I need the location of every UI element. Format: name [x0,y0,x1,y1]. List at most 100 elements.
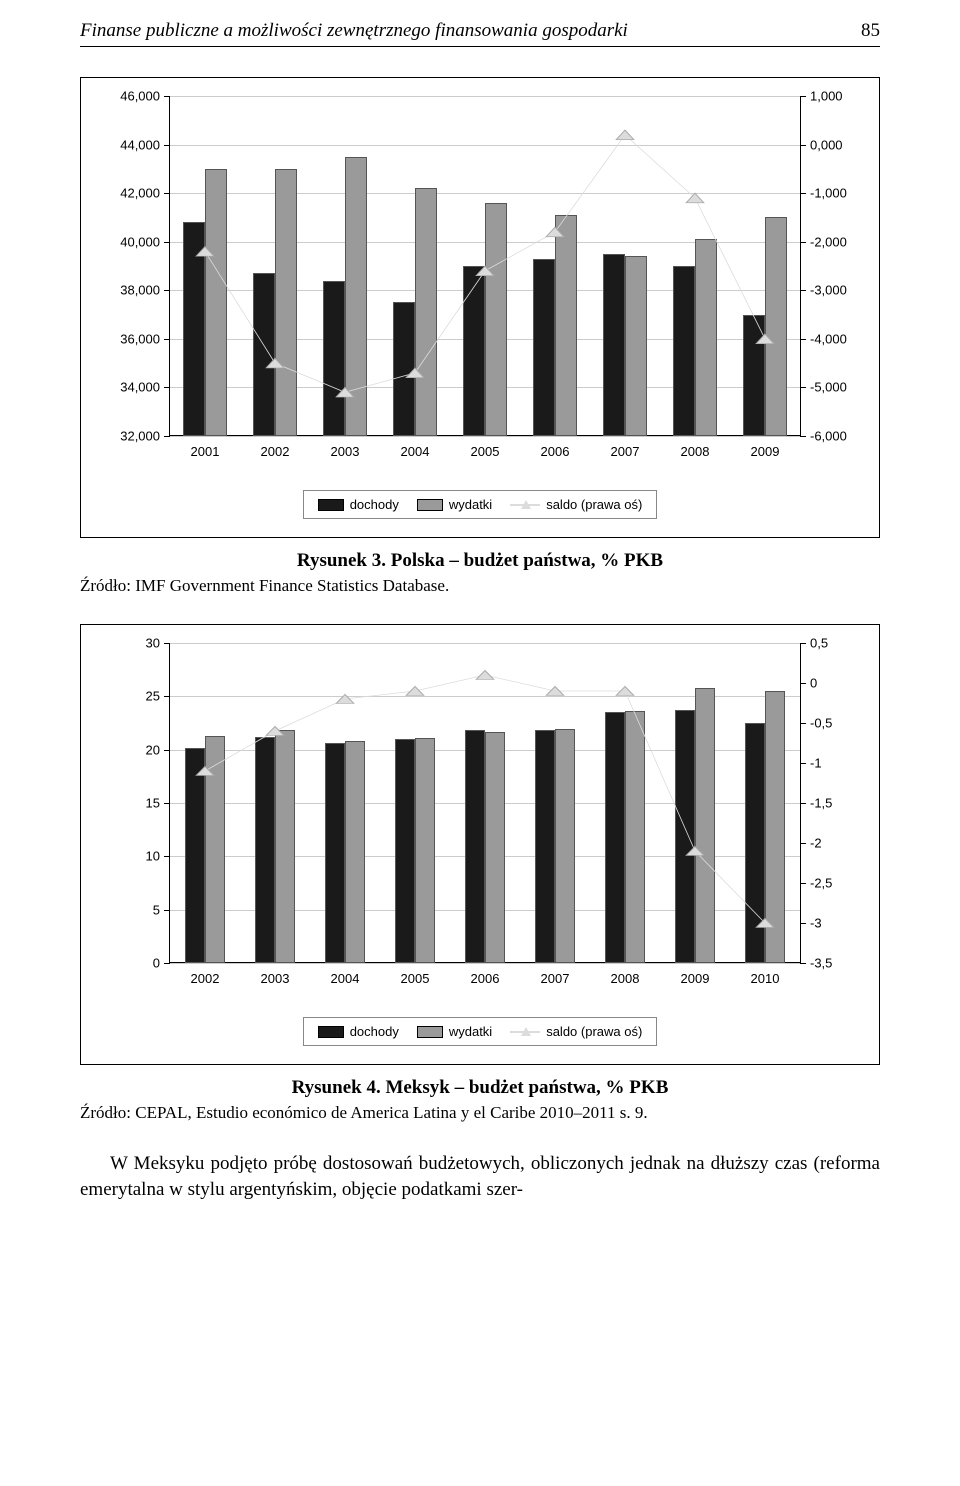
ytick-right: -2,000 [800,234,847,249]
xtick-label: 2005 [401,963,430,986]
ytick-right: -0,5 [800,716,832,731]
bar-dochody [533,259,555,436]
bar-wydatki [765,217,787,436]
xtick-label: 2009 [681,963,710,986]
chart-2-frame: 0 5 10 15 20 25 30 -3,5 -3 -2,5 -2 -1,5 -1 -0,5 0 0,5 20… [80,624,880,1065]
xtick-label: 2004 [331,963,360,986]
ytick-left: 15 [146,796,170,811]
ytick-right: 0,5 [800,636,828,651]
bar-dochody [465,730,485,963]
chart-1-caption: Rysunek 3. Polska – budżet państwa, % PK… [80,550,880,572]
ytick-right: -3,5 [800,956,832,971]
bar-dochody [393,302,415,436]
chart-2-legend: dochody wydatki saldo (prawa oś) [303,1017,658,1046]
xtick-label: 2003 [261,963,290,986]
xtick-label: 2009 [751,436,780,459]
legend-swatch-saldo-2 [510,1026,540,1038]
ytick-left: 30 [146,636,170,651]
bar-wydatki [345,157,367,436]
xtick-label: 2006 [471,963,500,986]
xtick-label: 2010 [751,963,780,986]
xtick-label: 2006 [541,436,570,459]
ytick-right: -3 [800,916,822,931]
bar-wydatki [275,730,295,963]
chart-2-caption: Rysunek 4. Meksyk – budżet państwa, % PK… [80,1077,880,1099]
ytick-left: 36,000 [120,331,170,346]
xtick-label: 2007 [541,963,570,986]
running-title: Finanse publiczne a możliwości zewnętrzn… [80,20,628,42]
bar-dochody [675,710,695,963]
xtick-label: 2002 [191,963,220,986]
legend-label-dochody-2: dochody [350,1024,399,1039]
ytick-right: 0,000 [800,137,843,152]
ytick-left: 10 [146,849,170,864]
legend-swatch-wydatki [417,499,443,511]
chart-2-source: Źródło: CEPAL, Estudio económico de Amer… [80,1103,880,1123]
bar-dochody [463,266,485,436]
bar-wydatki [555,729,575,963]
legend-swatch-dochody-2 [318,1026,344,1038]
bar-dochody [255,737,275,963]
legend-label-saldo-2: saldo (prawa oś) [546,1024,642,1039]
xtick-label: 2007 [611,436,640,459]
bar-dochody [605,712,625,963]
ytick-right: -6,000 [800,429,847,444]
ytick-left: 40,000 [120,234,170,249]
ytick-right: -1,000 [800,186,847,201]
xtick-label: 2001 [191,436,220,459]
ytick-left: 20 [146,742,170,757]
chart-1-frame: 32,00034,00036,00038,00040,00042,00044,0… [80,77,880,538]
bar-wydatki [415,738,435,963]
ytick-left: 5 [153,902,170,917]
bar-dochody [395,739,415,963]
legend-label-wydatki-2: wydatki [449,1024,492,1039]
ytick-left: 25 [146,689,170,704]
legend-swatch-wydatki-2 [417,1026,443,1038]
ytick-left: 46,000 [120,89,170,104]
bar-dochody [325,743,345,963]
bar-wydatki [345,741,365,963]
ytick-left: 38,000 [120,283,170,298]
page-header: Finanse publiczne a możliwości zewnętrzn… [80,20,880,47]
bar-wydatki [555,215,577,436]
legend-label-dochody: dochody [350,497,399,512]
ytick-right: -2 [800,836,822,851]
bar-dochody [603,254,625,436]
bar-wydatki [695,239,717,436]
chart-1: 32,00034,00036,00038,00040,00042,00044,0… [99,96,861,476]
bar-dochody [673,266,695,436]
ytick-left: 32,000 [120,429,170,444]
bar-wydatki [205,736,225,963]
bar-wydatki [625,256,647,436]
ytick-right: -2,5 [800,876,832,891]
xtick-label: 2003 [331,436,360,459]
bar-dochody [535,730,555,963]
ytick-right: 0 [800,676,817,691]
ytick-right: -4,000 [800,331,847,346]
bar-dochody [745,723,765,963]
xtick-label: 2002 [261,436,290,459]
bar-wydatki [415,188,437,436]
chart-1-source: Źródło: IMF Government Finance Statistic… [80,576,880,596]
bar-wydatki [765,691,785,963]
ytick-right: -5,000 [800,380,847,395]
xtick-label: 2008 [611,963,640,986]
page-number: 85 [861,20,880,42]
ytick-right: -1,5 [800,796,832,811]
bar-dochody [743,315,765,436]
ytick-right: -1 [800,756,822,771]
bar-wydatki [485,732,505,963]
ytick-left: 0 [153,956,170,971]
legend-label-saldo: saldo (prawa oś) [546,497,642,512]
chart-2: 051015202530-3,5-3-2,5-2-1,5-1-0,500,520… [99,643,861,1003]
ytick-left: 44,000 [120,137,170,152]
xtick-label: 2004 [401,436,430,459]
legend-swatch-dochody [318,499,344,511]
bar-dochody [183,222,205,436]
bar-wydatki [695,688,715,963]
bar-dochody [253,273,275,436]
xtick-label: 2008 [681,436,710,459]
bar-dochody [185,748,205,963]
ytick-right: 1,000 [800,89,843,104]
bar-wydatki [625,711,645,963]
